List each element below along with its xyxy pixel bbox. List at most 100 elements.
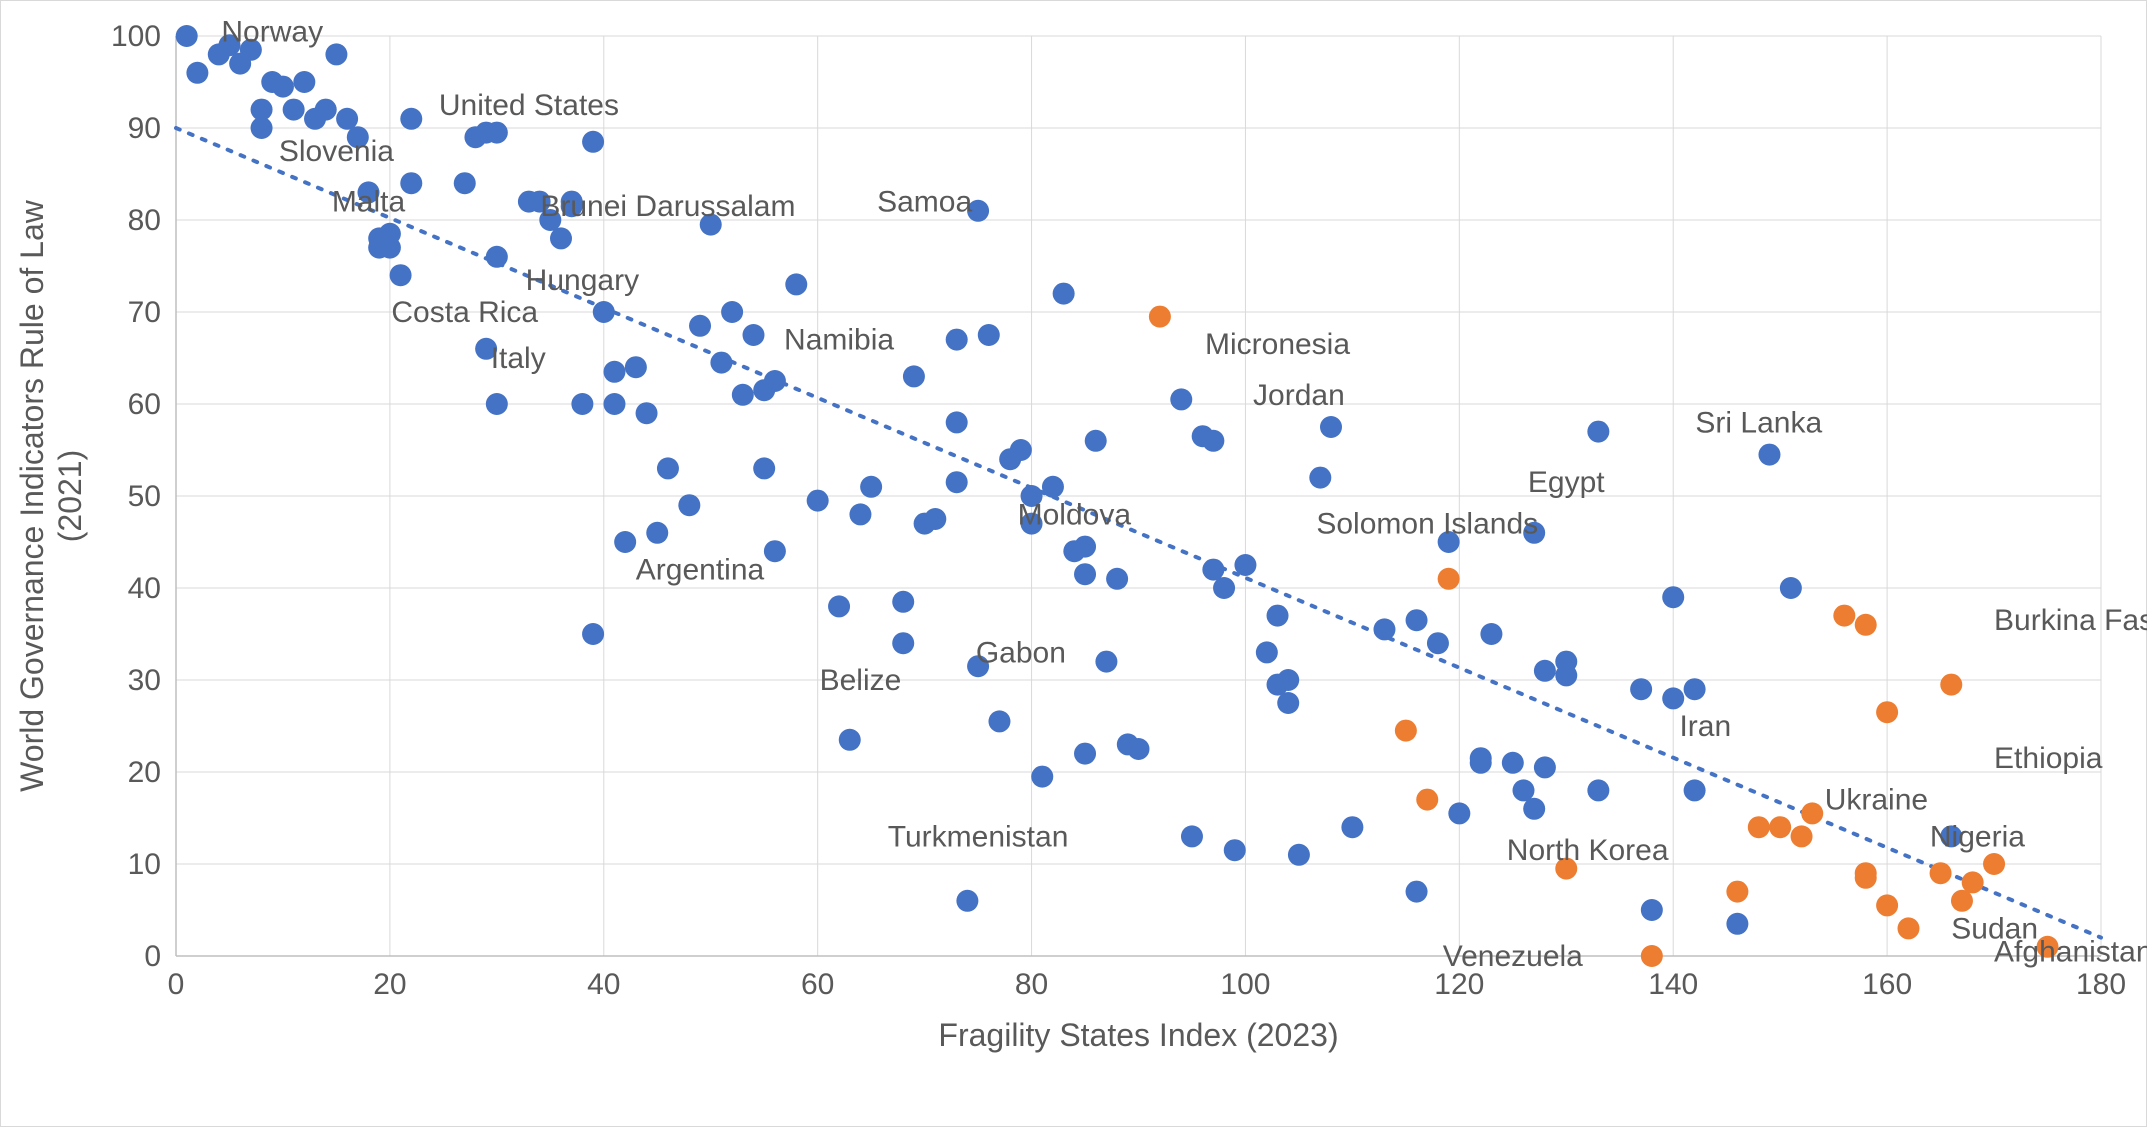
x-tick-label: 180	[2076, 968, 2126, 1001]
data-point	[860, 476, 882, 498]
point-label: Costa Rica	[391, 296, 538, 329]
data-point	[1534, 756, 1556, 778]
data-point	[946, 411, 968, 433]
data-point	[678, 494, 700, 516]
y-tick-label: 80	[128, 204, 161, 237]
point-label: Belize	[820, 664, 902, 697]
data-point	[764, 540, 786, 562]
data-point	[336, 108, 358, 130]
point-label: Egypt	[1528, 466, 1605, 499]
data-point	[1031, 766, 1053, 788]
data-point	[1470, 747, 1492, 769]
point-label: Afghanistan	[1994, 935, 2147, 968]
data-point	[753, 457, 775, 479]
point-label: Micronesia	[1205, 328, 1350, 361]
x-tick-label: 20	[373, 968, 406, 1001]
data-point	[1898, 917, 1920, 939]
point-label: Burkina Faso	[1994, 604, 2147, 637]
data-point	[924, 508, 946, 530]
data-point	[593, 301, 615, 323]
x-tick-label: 60	[801, 968, 834, 1001]
data-point	[828, 595, 850, 617]
data-point	[1833, 605, 1855, 627]
y-tick-label: 100	[111, 20, 161, 53]
point-label: Iran	[1679, 710, 1731, 743]
y-tick-label: 20	[128, 756, 161, 789]
point-label: Nigeria	[1930, 820, 2025, 853]
data-point	[1106, 568, 1128, 590]
data-point	[1801, 802, 1823, 824]
point-label: Solomon Islands	[1316, 508, 1538, 541]
data-point	[946, 471, 968, 493]
data-point	[400, 108, 422, 130]
data-point	[807, 490, 829, 512]
data-point	[636, 402, 658, 424]
data-point	[454, 172, 476, 194]
point-label: Namibia	[784, 324, 894, 357]
x-axis-label: Fragility States Index (2023)	[938, 1017, 1338, 1053]
data-point	[1373, 618, 1395, 640]
point-label: Slovenia	[279, 135, 394, 168]
data-point	[785, 273, 807, 295]
y-tick-label: 10	[128, 848, 161, 881]
data-point	[1213, 577, 1235, 599]
data-point	[486, 246, 508, 268]
data-point	[946, 329, 968, 351]
data-point	[1855, 614, 1877, 636]
data-point	[1277, 669, 1299, 691]
data-point	[721, 301, 743, 323]
y-axis-label: World Governance Indicators Rule of Law(…	[14, 199, 88, 792]
data-point	[646, 522, 668, 544]
point-label: Norway	[221, 15, 323, 48]
data-point	[732, 384, 754, 406]
data-point	[486, 122, 508, 144]
data-point	[1641, 945, 1663, 967]
data-point	[1427, 632, 1449, 654]
point-label: Moldova	[1018, 498, 1132, 531]
data-point	[1587, 421, 1609, 443]
data-point	[1630, 678, 1652, 700]
data-point	[689, 315, 711, 337]
data-point	[186, 62, 208, 84]
scatter-chart: 0204060801001201401601800102030405060708…	[0, 0, 2147, 1127]
data-point	[1780, 577, 1802, 599]
data-point	[1748, 816, 1770, 838]
data-point	[1641, 899, 1663, 921]
y-tick-label: 50	[128, 480, 161, 513]
data-point	[1555, 664, 1577, 686]
data-point	[1341, 816, 1363, 838]
x-tick-label: 80	[1015, 968, 1048, 1001]
data-point	[1684, 779, 1706, 801]
data-point	[1320, 416, 1342, 438]
data-point	[1876, 894, 1898, 916]
data-point	[1416, 789, 1438, 811]
point-label: United States	[439, 89, 619, 122]
data-point	[603, 393, 625, 415]
data-point	[1855, 862, 1877, 884]
data-point	[1074, 563, 1096, 585]
point-label: Malta	[332, 186, 406, 219]
data-point	[582, 623, 604, 645]
data-point	[1587, 779, 1609, 801]
data-point	[710, 352, 732, 374]
data-point	[315, 99, 337, 121]
data-point	[390, 264, 412, 286]
data-point	[978, 324, 1000, 346]
data-point	[1202, 559, 1224, 581]
data-point	[1480, 623, 1502, 645]
data-point	[1726, 913, 1748, 935]
data-point	[1042, 476, 1064, 498]
point-label: Turkmenistan	[888, 820, 1069, 853]
point-label: Gabon	[976, 636, 1066, 669]
data-point	[1876, 701, 1898, 723]
data-point	[1406, 881, 1428, 903]
y-tick-label: 60	[128, 388, 161, 421]
x-tick-label: 160	[1862, 968, 1912, 1001]
data-point	[1502, 752, 1524, 774]
data-point	[1684, 678, 1706, 700]
data-point	[1170, 388, 1192, 410]
data-point	[379, 223, 401, 245]
data-point	[1085, 430, 1107, 452]
point-label: Ethiopia	[1994, 742, 2103, 775]
data-point	[1791, 825, 1813, 847]
